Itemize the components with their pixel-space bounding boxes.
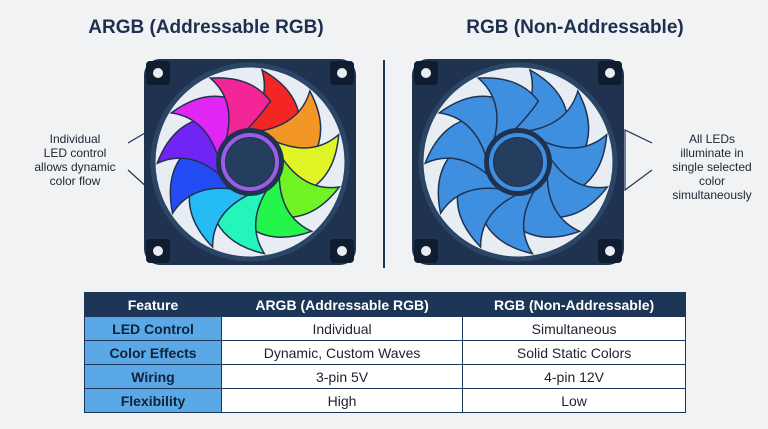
feature-cell: LED Control — [84, 316, 222, 341]
header-cell: ARGB (Addressable RGB) — [220, 292, 464, 317]
fan-hub-glow — [489, 133, 547, 191]
fan-hub-glow — [221, 133, 279, 191]
feature-cell: Wiring — [84, 364, 222, 389]
table-cell: Individual — [220, 316, 464, 341]
table-cell: Solid Static Colors — [462, 340, 686, 365]
table-cell: Low — [462, 388, 686, 413]
table-cell: 4-pin 12V — [462, 364, 686, 389]
fan — [144, 59, 356, 265]
annotation-line: allows dynamic — [34, 160, 115, 174]
annotation-line: illuminate in — [680, 146, 743, 160]
screw-hole — [605, 68, 615, 78]
annotation-line: color flow — [50, 174, 101, 188]
left-title: ARGB (Addressable RGB) — [88, 17, 323, 38]
screw-hole — [421, 246, 431, 256]
right-title: RGB (Non-Addressable) — [466, 17, 683, 38]
fan-hub — [226, 138, 274, 186]
header-cell: Feature — [84, 292, 222, 317]
fan-hub — [494, 138, 542, 186]
annotation-line: All LEDs — [689, 132, 735, 146]
screw-hole — [605, 246, 615, 256]
header-row: Feature ARGB (Addressable RGB) RGB (Non-… — [84, 292, 686, 317]
table-cell: Dynamic, Custom Waves — [220, 340, 464, 365]
annotation-line: LED control — [44, 146, 107, 160]
annotation-line: single selected — [672, 160, 751, 174]
annotation-line: simultaneously — [672, 188, 751, 202]
feature-cell: Flexibility — [84, 388, 222, 413]
header-cell: RGB (Non-Addressable) — [462, 292, 686, 317]
fan-diagram: ARGB (Addressable RGB) RGB (Non-Addressa… — [34, 17, 752, 268]
feature-cell: Color Effects — [84, 340, 222, 365]
right-pointer — [624, 129, 653, 192]
screw-hole — [337, 246, 347, 256]
screw-hole — [153, 246, 163, 256]
fan-blade — [208, 77, 272, 144]
table-cell: Simultaneous — [462, 316, 686, 341]
annotation-line: color — [699, 174, 725, 188]
screw-hole — [421, 68, 431, 78]
table-row: Flexibility High Low — [84, 388, 686, 413]
annotation-line: Individual — [50, 132, 101, 146]
comparison-table: Feature ARGB (Addressable RGB) RGB (Non-… — [84, 292, 686, 413]
table-row: Color Effects Dynamic, Custom Waves Solid … — [84, 340, 686, 365]
fan — [412, 59, 624, 265]
screw-hole — [337, 68, 347, 78]
table-cell: 3-pin 5V — [220, 364, 464, 389]
screw-hole — [153, 68, 163, 78]
table-cell: High — [220, 388, 464, 413]
table-row: Wiring 3-pin 5V 4-pin 12V — [84, 364, 686, 389]
table-row: LED Control Individual Simultaneous — [84, 316, 686, 341]
fan-blade — [476, 77, 540, 144]
